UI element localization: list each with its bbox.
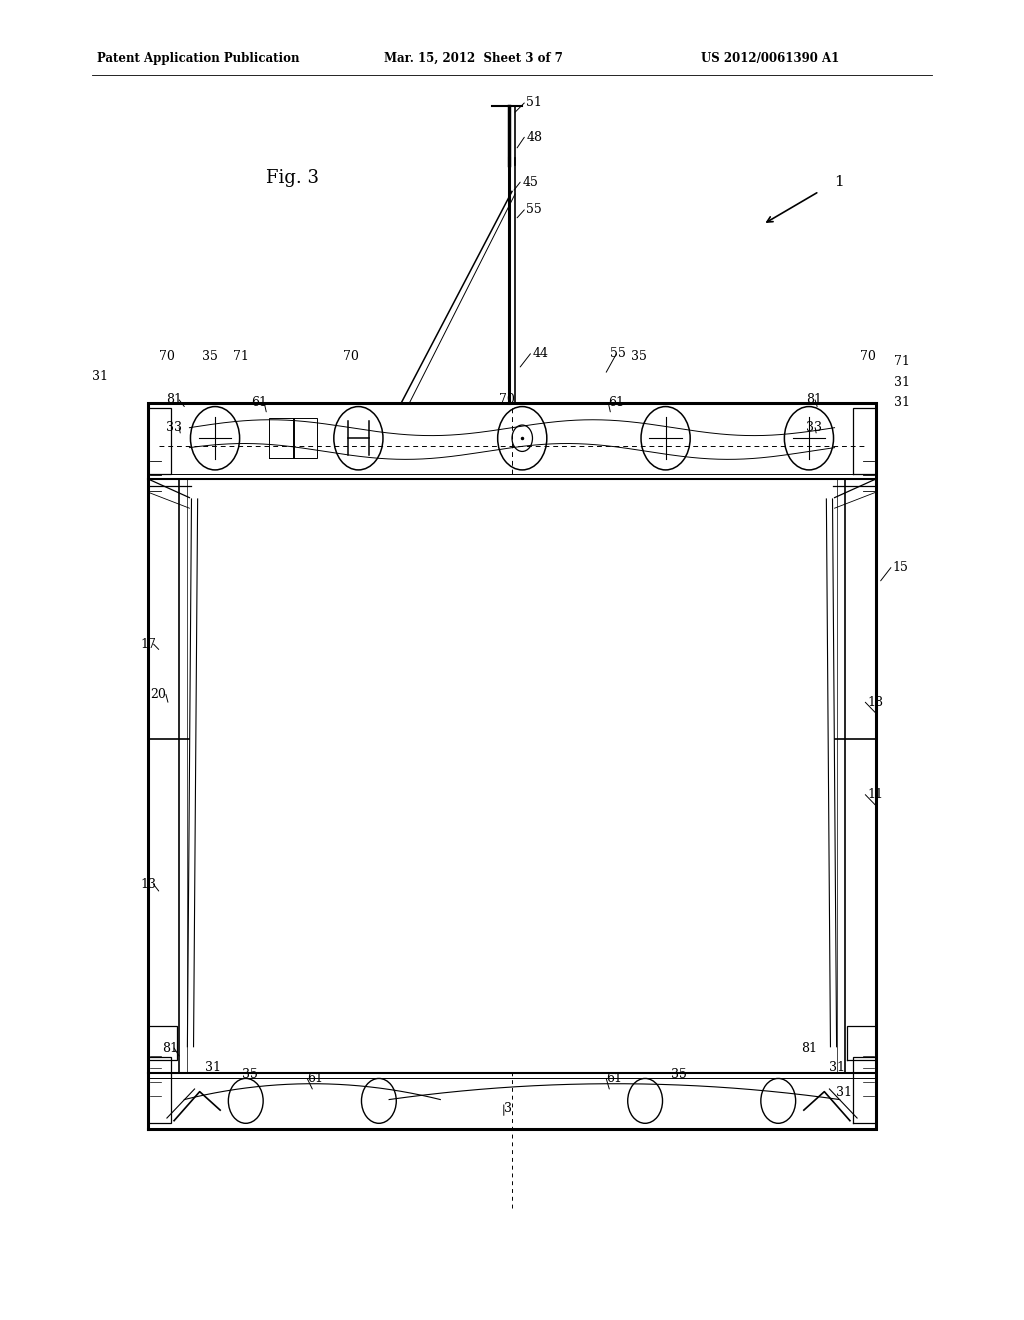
Text: 35: 35	[202, 350, 218, 363]
Text: 71: 71	[894, 355, 910, 368]
Text: 61: 61	[251, 396, 267, 409]
Text: 81: 81	[806, 393, 822, 407]
Text: 70: 70	[343, 350, 359, 363]
Text: 18: 18	[867, 696, 884, 709]
Text: 11: 11	[867, 788, 884, 801]
Text: 33: 33	[806, 421, 822, 434]
Text: 13: 13	[140, 878, 157, 891]
Text: Mar. 15, 2012  Sheet 3 of 7: Mar. 15, 2012 Sheet 3 of 7	[384, 51, 563, 65]
Text: 81: 81	[166, 393, 182, 407]
Text: 17: 17	[140, 638, 157, 651]
Text: 5: 5	[618, 347, 627, 360]
Text: 15: 15	[893, 561, 909, 574]
Text: 71: 71	[233, 350, 250, 363]
Text: 45: 45	[522, 176, 539, 189]
Text: US 2012/0061390 A1: US 2012/0061390 A1	[701, 51, 840, 65]
Text: 31: 31	[92, 370, 109, 383]
Text: 31: 31	[205, 1061, 221, 1074]
Text: 31: 31	[894, 396, 910, 409]
Text: 81: 81	[162, 1041, 178, 1055]
Text: 51: 51	[526, 96, 543, 110]
Text: 61: 61	[606, 1072, 623, 1085]
Text: 20: 20	[151, 688, 167, 701]
Text: Patent Application Publication: Patent Application Publication	[97, 51, 300, 65]
Text: 70: 70	[159, 350, 175, 363]
Text: 1: 1	[835, 176, 845, 189]
Text: 33: 33	[166, 421, 182, 434]
Text: 61: 61	[608, 396, 625, 409]
Text: 48: 48	[526, 131, 543, 144]
Text: 81: 81	[801, 1041, 817, 1055]
Text: 35: 35	[242, 1068, 258, 1081]
Text: 70: 70	[860, 350, 877, 363]
Text: 61: 61	[307, 1072, 324, 1085]
Text: 44: 44	[532, 347, 549, 360]
Text: 31: 31	[894, 376, 910, 389]
Text: 70: 70	[499, 393, 515, 407]
Text: 5: 5	[610, 347, 618, 360]
Text: 55: 55	[526, 203, 542, 216]
Text: 35: 35	[631, 350, 647, 363]
Text: 35: 35	[671, 1068, 687, 1081]
Text: Fig. 3: Fig. 3	[266, 169, 319, 187]
Text: 3: 3	[504, 1102, 512, 1115]
Text: 31: 31	[836, 1086, 852, 1100]
Text: 31: 31	[829, 1061, 846, 1074]
